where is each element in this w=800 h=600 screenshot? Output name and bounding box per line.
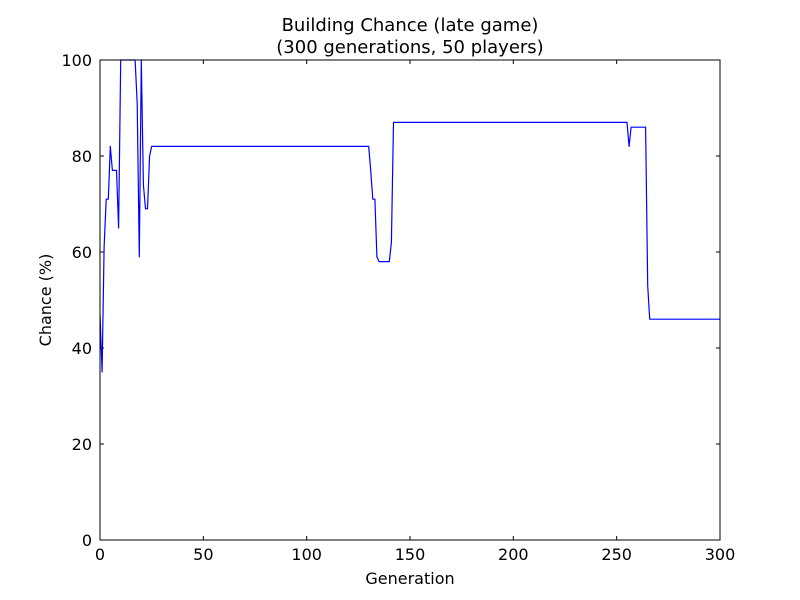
x-tick-label: 300 [705, 545, 736, 564]
axis-ticks: 0 50 100 150 200 250 300 0 20 40 60 80 100 [61, 51, 735, 564]
y-tick-label: 0 [82, 531, 92, 550]
x-tick-label: 150 [395, 545, 426, 564]
y-tick-label: 100 [61, 51, 92, 70]
x-tick-label: 250 [601, 545, 632, 564]
x-axis-label: Generation [365, 569, 454, 588]
chart-subtitle: (300 generations, 50 players) [276, 37, 543, 58]
data-series [99, 59, 720, 373]
y-tick-label: 60 [72, 243, 92, 262]
series-line [99, 59, 720, 373]
y-tick-label: 40 [72, 339, 92, 358]
y-axis-label: Chance (%) [36, 254, 55, 347]
plot-frame [99, 59, 721, 541]
x-tick-label: 0 [95, 545, 105, 564]
y-tick-label: 80 [72, 147, 92, 166]
x-tick-label: 50 [193, 545, 213, 564]
chart-title: Building Chance (late game) [282, 15, 539, 36]
x-tick-label: 200 [498, 545, 529, 564]
x-tick-label: 100 [291, 545, 322, 564]
y-tick-label: 20 [72, 435, 92, 454]
